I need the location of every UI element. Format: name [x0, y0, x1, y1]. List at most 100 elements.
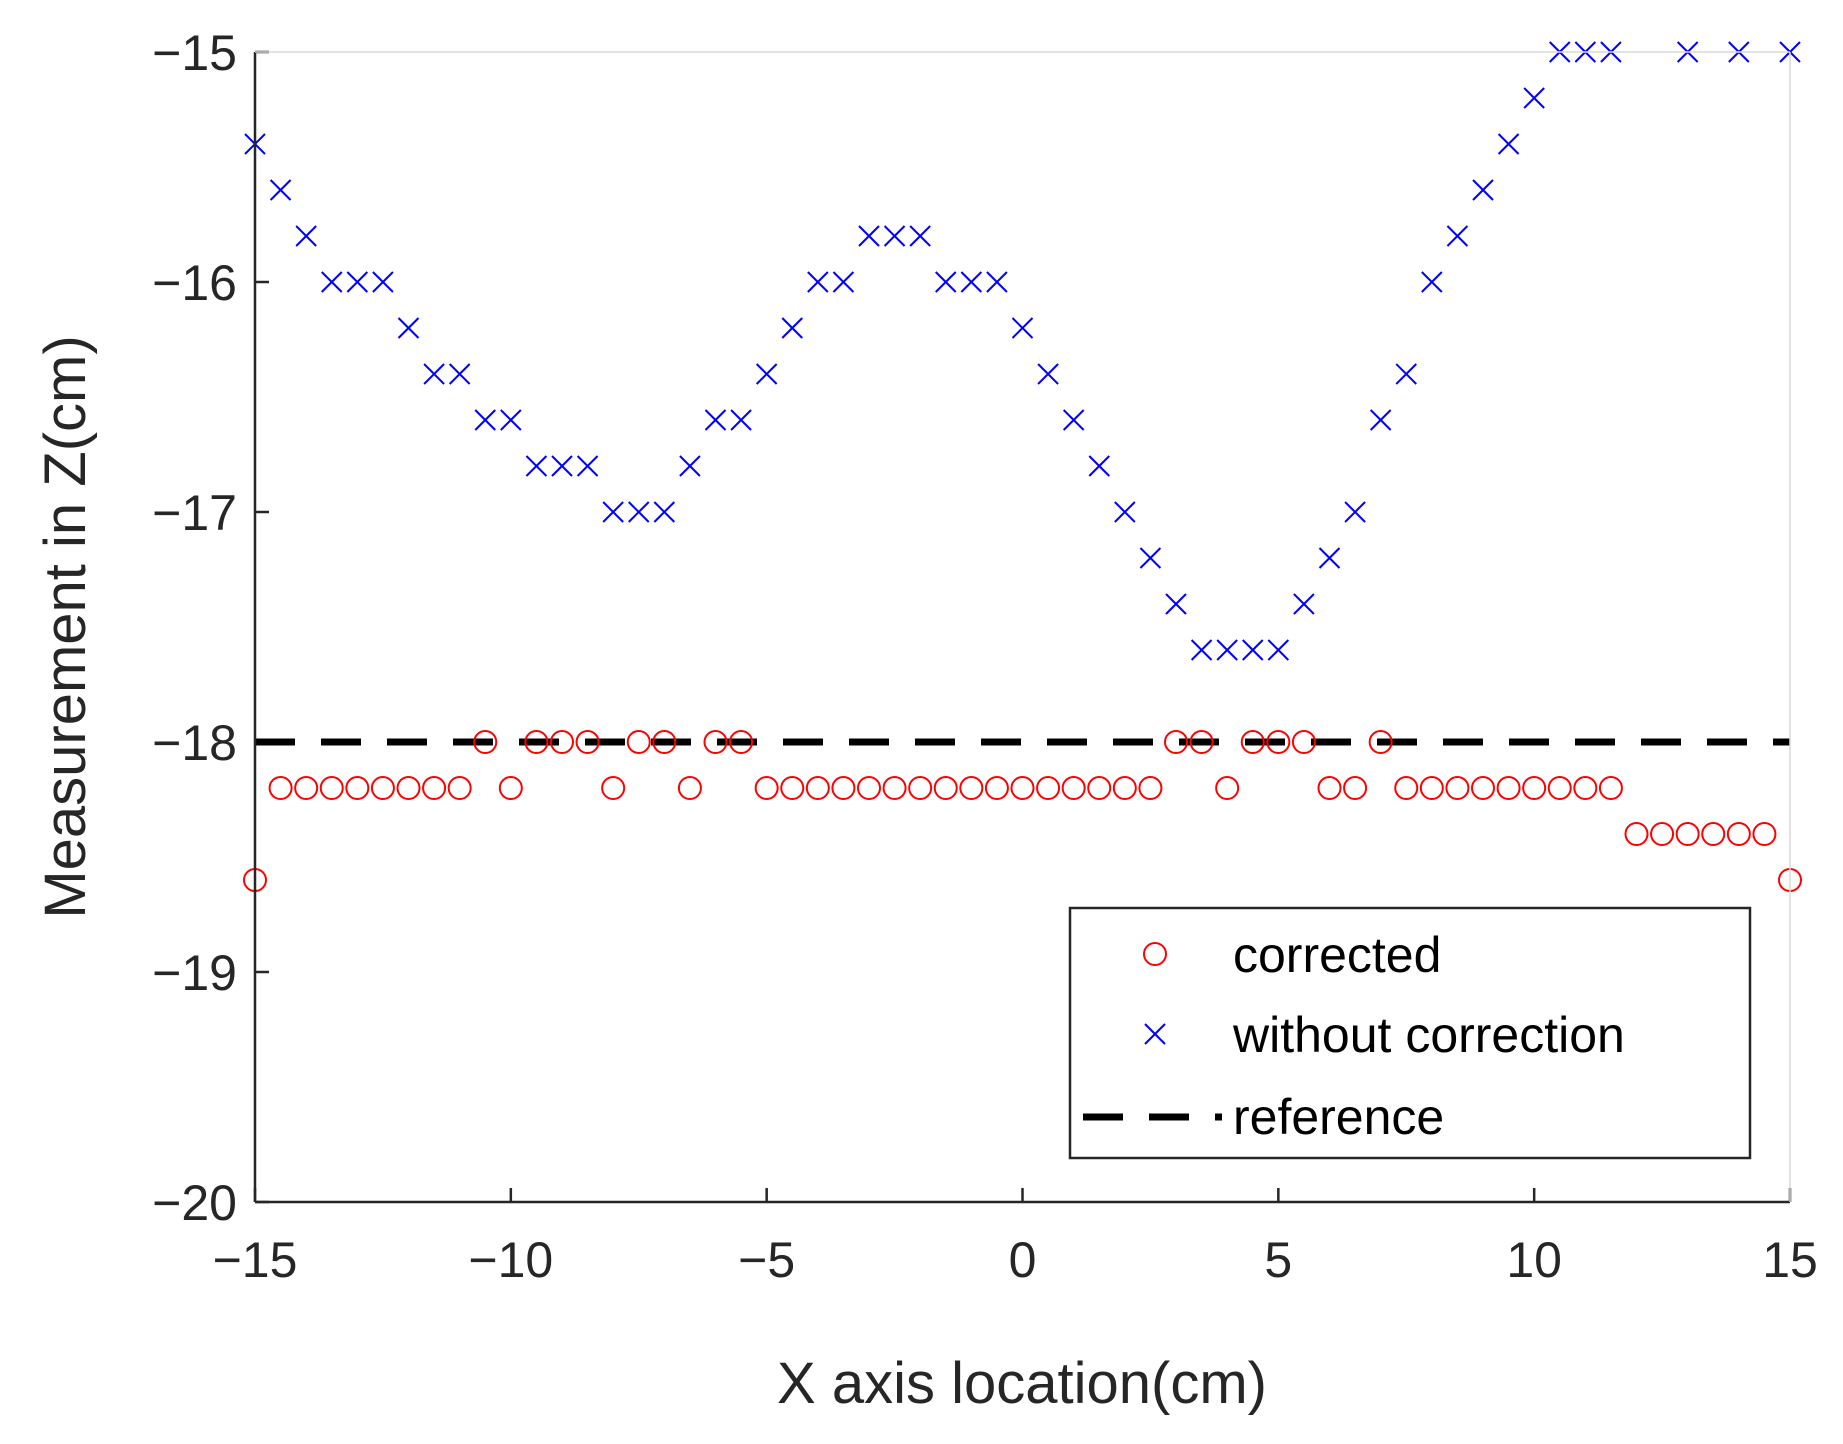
x-tick-label: −5: [738, 1232, 795, 1288]
point-without-correction: [1395, 363, 1417, 385]
point-corrected: [1061, 776, 1086, 800]
point-without-correction: [858, 225, 880, 247]
point-corrected: [729, 730, 754, 754]
point-corrected: [1368, 730, 1393, 754]
point-corrected: [550, 730, 574, 754]
point-without-correction: [1344, 501, 1366, 523]
point-without-correction: [628, 501, 650, 523]
point-without-correction: [807, 271, 829, 293]
point-corrected: [1189, 730, 1214, 754]
point-without-correction: [960, 271, 983, 293]
point-without-correction: [1421, 271, 1443, 293]
point-corrected: [1675, 822, 1700, 846]
y-tick-label: −16: [152, 255, 237, 311]
point-corrected: [1087, 776, 1112, 800]
point-corrected: [1752, 822, 1777, 846]
point-corrected: [1726, 822, 1751, 846]
point-without-correction: [730, 409, 752, 431]
point-without-correction: [755, 363, 778, 385]
point-corrected: [1547, 776, 1572, 800]
point-corrected: [1343, 776, 1368, 800]
y-tick-label: −19: [152, 945, 237, 1001]
y-tick-label: −15: [152, 25, 237, 81]
point-corrected: [1624, 822, 1649, 846]
point-corrected: [1036, 776, 1061, 800]
legend-label-without-correction: without correction: [1232, 1007, 1625, 1063]
point-without-correction: [576, 455, 599, 477]
point-without-correction: [679, 455, 701, 477]
point-without-correction: [1242, 639, 1264, 661]
legend-label-corrected: corrected: [1233, 927, 1441, 983]
point-corrected: [626, 730, 651, 754]
point-corrected: [473, 730, 498, 754]
point-corrected: [396, 776, 421, 800]
point-without-correction: [653, 501, 676, 523]
point-without-correction: [1011, 317, 1034, 339]
x-tick-label: 5: [1264, 1232, 1292, 1288]
point-without-correction: [500, 409, 522, 431]
point-without-correction: [832, 271, 855, 293]
point-corrected: [1215, 776, 1240, 800]
point-without-correction: [525, 455, 548, 477]
point-corrected: [1394, 776, 1419, 800]
point-corrected: [1573, 776, 1598, 800]
point-without-correction: [1293, 593, 1315, 615]
point-without-correction: [295, 225, 317, 247]
x-tick-label: 15: [1762, 1232, 1818, 1288]
point-corrected: [575, 730, 600, 754]
point-without-correction: [448, 363, 471, 385]
point-without-correction: [1446, 225, 1469, 247]
point-without-correction: [602, 501, 624, 523]
point-corrected: [345, 776, 370, 800]
point-corrected: [1291, 730, 1316, 754]
point-corrected: [1266, 730, 1291, 754]
point-corrected: [831, 776, 856, 800]
point-without-correction: [397, 317, 420, 339]
point-corrected: [1240, 730, 1265, 754]
point-corrected: [1496, 776, 1521, 800]
point-corrected: [652, 730, 677, 754]
point-corrected: [1471, 776, 1495, 800]
point-corrected: [422, 776, 447, 800]
point-without-correction: [1114, 501, 1136, 523]
point-corrected: [319, 776, 344, 800]
point-corrected: [1701, 822, 1726, 846]
point-without-correction: [1088, 455, 1110, 477]
x-tick-label: −15: [213, 1232, 298, 1288]
point-without-correction: [781, 317, 803, 339]
point-without-correction: [551, 455, 573, 477]
point-corrected: [882, 776, 907, 800]
point-without-correction: [269, 179, 292, 201]
x-axis-title: X axis location(cm): [777, 1351, 1267, 1416]
point-without-correction: [1267, 639, 1290, 661]
tick-labels: −15 −10 −5 0 5 10 15 −20 −19 −18 −17 −16 −15: [152, 25, 1818, 1288]
point-corrected: [857, 776, 881, 800]
point-without-correction: [346, 271, 369, 293]
y-tick-label: −18: [152, 715, 237, 771]
point-corrected: [1164, 730, 1188, 754]
point-corrected: [1138, 776, 1163, 800]
point-without-correction: [423, 363, 445, 385]
series-layer: [243, 41, 1802, 892]
point-corrected: [984, 776, 1009, 800]
point-without-correction: [909, 225, 931, 247]
point-without-correction: [1318, 547, 1341, 569]
x-tick-label: 0: [1009, 1232, 1037, 1288]
point-without-correction: [1165, 593, 1187, 615]
point-without-correction: [1472, 179, 1494, 201]
point-corrected: [703, 730, 728, 754]
y-tick-label: −20: [152, 1175, 237, 1231]
point-without-correction: [1523, 87, 1545, 109]
point-without-correction: [474, 409, 496, 431]
point-corrected: [933, 776, 958, 800]
point-without-correction: [1497, 133, 1520, 155]
point-corrected: [498, 776, 523, 800]
x-tick-label: 10: [1506, 1232, 1562, 1288]
point-corrected: [1598, 776, 1623, 800]
point-corrected: [780, 776, 805, 800]
point-corrected: [294, 776, 319, 800]
point-corrected: [1650, 822, 1675, 846]
point-corrected: [959, 776, 984, 800]
legend-marker-without-correction: [1144, 1023, 1166, 1045]
